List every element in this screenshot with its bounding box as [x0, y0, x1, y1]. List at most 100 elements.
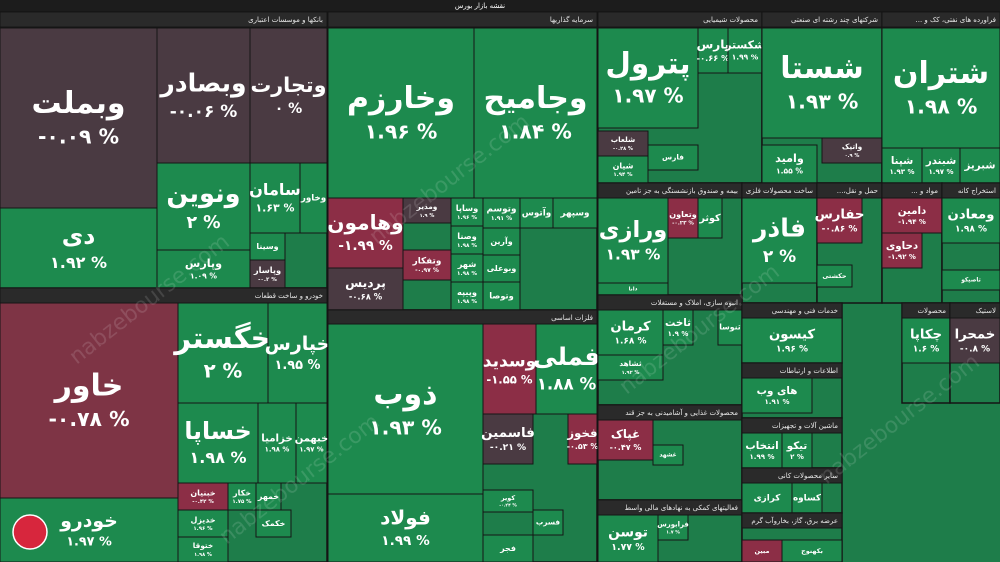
stock-tile [667, 197, 699, 239]
stock-tile [327, 323, 484, 495]
sector-header [327, 11, 598, 28]
stock-tile [597, 419, 654, 461]
stock-symbol: ثاخت [665, 317, 691, 329]
sector-header [741, 512, 843, 529]
stock-tile [156, 27, 251, 164]
stock-change: -۱.۹۹ % [338, 238, 393, 254]
stock-tile [941, 197, 1000, 244]
stock-symbol: ومعادن [948, 208, 995, 223]
stock-change: ۱.۹ % [420, 213, 435, 219]
stock-tile [821, 137, 883, 164]
stock-symbol: کرمان [610, 320, 651, 335]
stock-symbol: شکستر [724, 39, 765, 52]
sector: بانکها و موسسات اعتباری وبملت -۰.۰۹ % دی ۱.۹… [0, 11, 328, 289]
stock-change: ۱.۹۹ % [381, 533, 430, 549]
stock-symbol: چکاپا [910, 328, 942, 343]
sector: محصولات شیمیایی پترول ۱.۹۷ % پارس-۰.۶۶ %شکس… [597, 11, 765, 184]
stock-change: ۱.۹ % [668, 330, 689, 338]
stock-change: ۱.۹۸ % [457, 299, 477, 305]
stock-change: ۲ % [790, 453, 804, 461]
stock-symbol: بکهنوج [801, 547, 823, 555]
sector-name: فراورده های نفتی، کک و ... [916, 16, 996, 24]
stock-symbol: وبصادر [158, 68, 246, 98]
stock-symbol: وپاسار [253, 265, 281, 276]
stock-tile [482, 323, 537, 415]
stock-tile [177, 402, 259, 484]
stock-symbol: شبندر [925, 155, 956, 167]
stock-tile [791, 482, 823, 514]
stock-symbol: فخوز [566, 426, 597, 441]
stock-change: ۱.۹۹ % [732, 53, 759, 62]
stock-symbol: وبملت [31, 86, 125, 121]
stock-change: ۱.۰۹ % [190, 271, 217, 280]
stock-change: -۱.۵۵ % [486, 373, 533, 387]
stock-change: ۱.۵۵ % [776, 166, 803, 175]
stock-change: ۱.۶ % [913, 345, 940, 355]
sector: استخراج کانه ومعادن ۱.۹۸ % تاصیکو [941, 182, 1000, 304]
stock-tile [597, 155, 649, 184]
stock-change: ۱.۹۱ % [765, 398, 790, 406]
stock-change: ۱.۹۶ % [365, 120, 438, 144]
stock-symbol: فجر [499, 544, 516, 553]
sector: لاستیک خمحرا -۰.۸ % [949, 302, 1000, 404]
sector-name: مواد و ... [911, 187, 938, 195]
stock-tile [597, 197, 669, 284]
stock-change: ۲ % [763, 247, 796, 267]
stock-change: ۱.۹۷ % [612, 84, 683, 108]
stock-tile [552, 197, 598, 229]
stock-symbol: شپنا [891, 155, 913, 167]
sector-header [0, 11, 328, 28]
map-title: نقشه بازار بورس [455, 2, 505, 10]
stock-symbol: دی [62, 222, 96, 250]
stock-symbol: کساوه [793, 494, 822, 504]
stock-tile [255, 482, 282, 511]
stock-symbol: وخارزم [347, 81, 455, 116]
sector: فراورده های نفتی، کک و ... شتران ۱.۹۸ % شپن… [881, 11, 1000, 184]
stock-change: -۰.۹۷ % [415, 267, 439, 274]
stock-tile [177, 536, 229, 562]
stock-change: ۱.۹۷ % [299, 446, 323, 454]
stock-symbol: خبهمن [295, 434, 329, 445]
stock-change: ۱.۹۷ % [66, 535, 112, 550]
stock-tile [881, 232, 923, 269]
sector-name: حمل و نقل،... [837, 187, 878, 195]
stock-change: ۱.۹۶ % [193, 526, 213, 532]
stock-change: -۰.۲۳ % [672, 221, 694, 227]
stock-symbol: وجامیح [484, 81, 588, 116]
stock-change: ۱.۹۵ % [274, 358, 320, 373]
stock-symbol: پترول [605, 46, 690, 81]
stock-symbol: دامین [898, 205, 927, 217]
stock-tile [177, 509, 229, 538]
stock-tile [652, 444, 684, 466]
sector-name: محصولات غذایی و آشامیدنی به جز قند [625, 408, 738, 417]
stock-tile [249, 27, 328, 164]
sector: شرکتهای چند رشته ای صنعتی شستا ۱.۹۳ % واتیک… [761, 11, 883, 184]
stock-symbol: دحاوی [886, 240, 918, 252]
stock-change: ۱.۹۶ % [776, 345, 808, 355]
stock-symbol: فملی [533, 342, 600, 371]
stock-tile [532, 509, 564, 536]
stock-change: -۰.۴۲ % [192, 499, 214, 505]
stock-tile [327, 493, 484, 562]
stock-change: ۲ % [186, 213, 220, 233]
stock-symbol: وتعاون [669, 210, 696, 219]
sector: انبوه سازی، املاک و مستغلات کرمان ۱.۶۸ % ثا… [597, 294, 743, 406]
stock-symbol: حفارس [815, 208, 865, 223]
sectors: بانکها و موسسات اعتباری وبملت -۰.۰۹ % دی ۱.۹… [0, 11, 1000, 562]
stock-tile [299, 162, 328, 234]
sector-name: بیمه و صندوق بازنشستگی به جز تامین [626, 186, 738, 195]
stock-change: -۰.۲۸ % [613, 146, 633, 152]
logo-ring [12, 514, 48, 550]
stock-change: ۱.۹۱ % [491, 215, 512, 222]
stock-symbol: وسینا [256, 242, 278, 251]
stock-change: -۰.۲۴ % [499, 503, 517, 509]
stock-tile [482, 413, 534, 465]
stock-symbol: فسرب [536, 518, 560, 527]
stock-symbol: شیان [613, 161, 634, 170]
stock-tile [327, 197, 404, 269]
stock-change: ۱.۹۸ % [905, 95, 978, 119]
stock-tile [647, 144, 699, 171]
stock-symbol: خودرو [59, 511, 118, 532]
sector-name: استخراج کانه [958, 187, 996, 195]
stock-change: ۱.۹۸ % [457, 243, 477, 249]
